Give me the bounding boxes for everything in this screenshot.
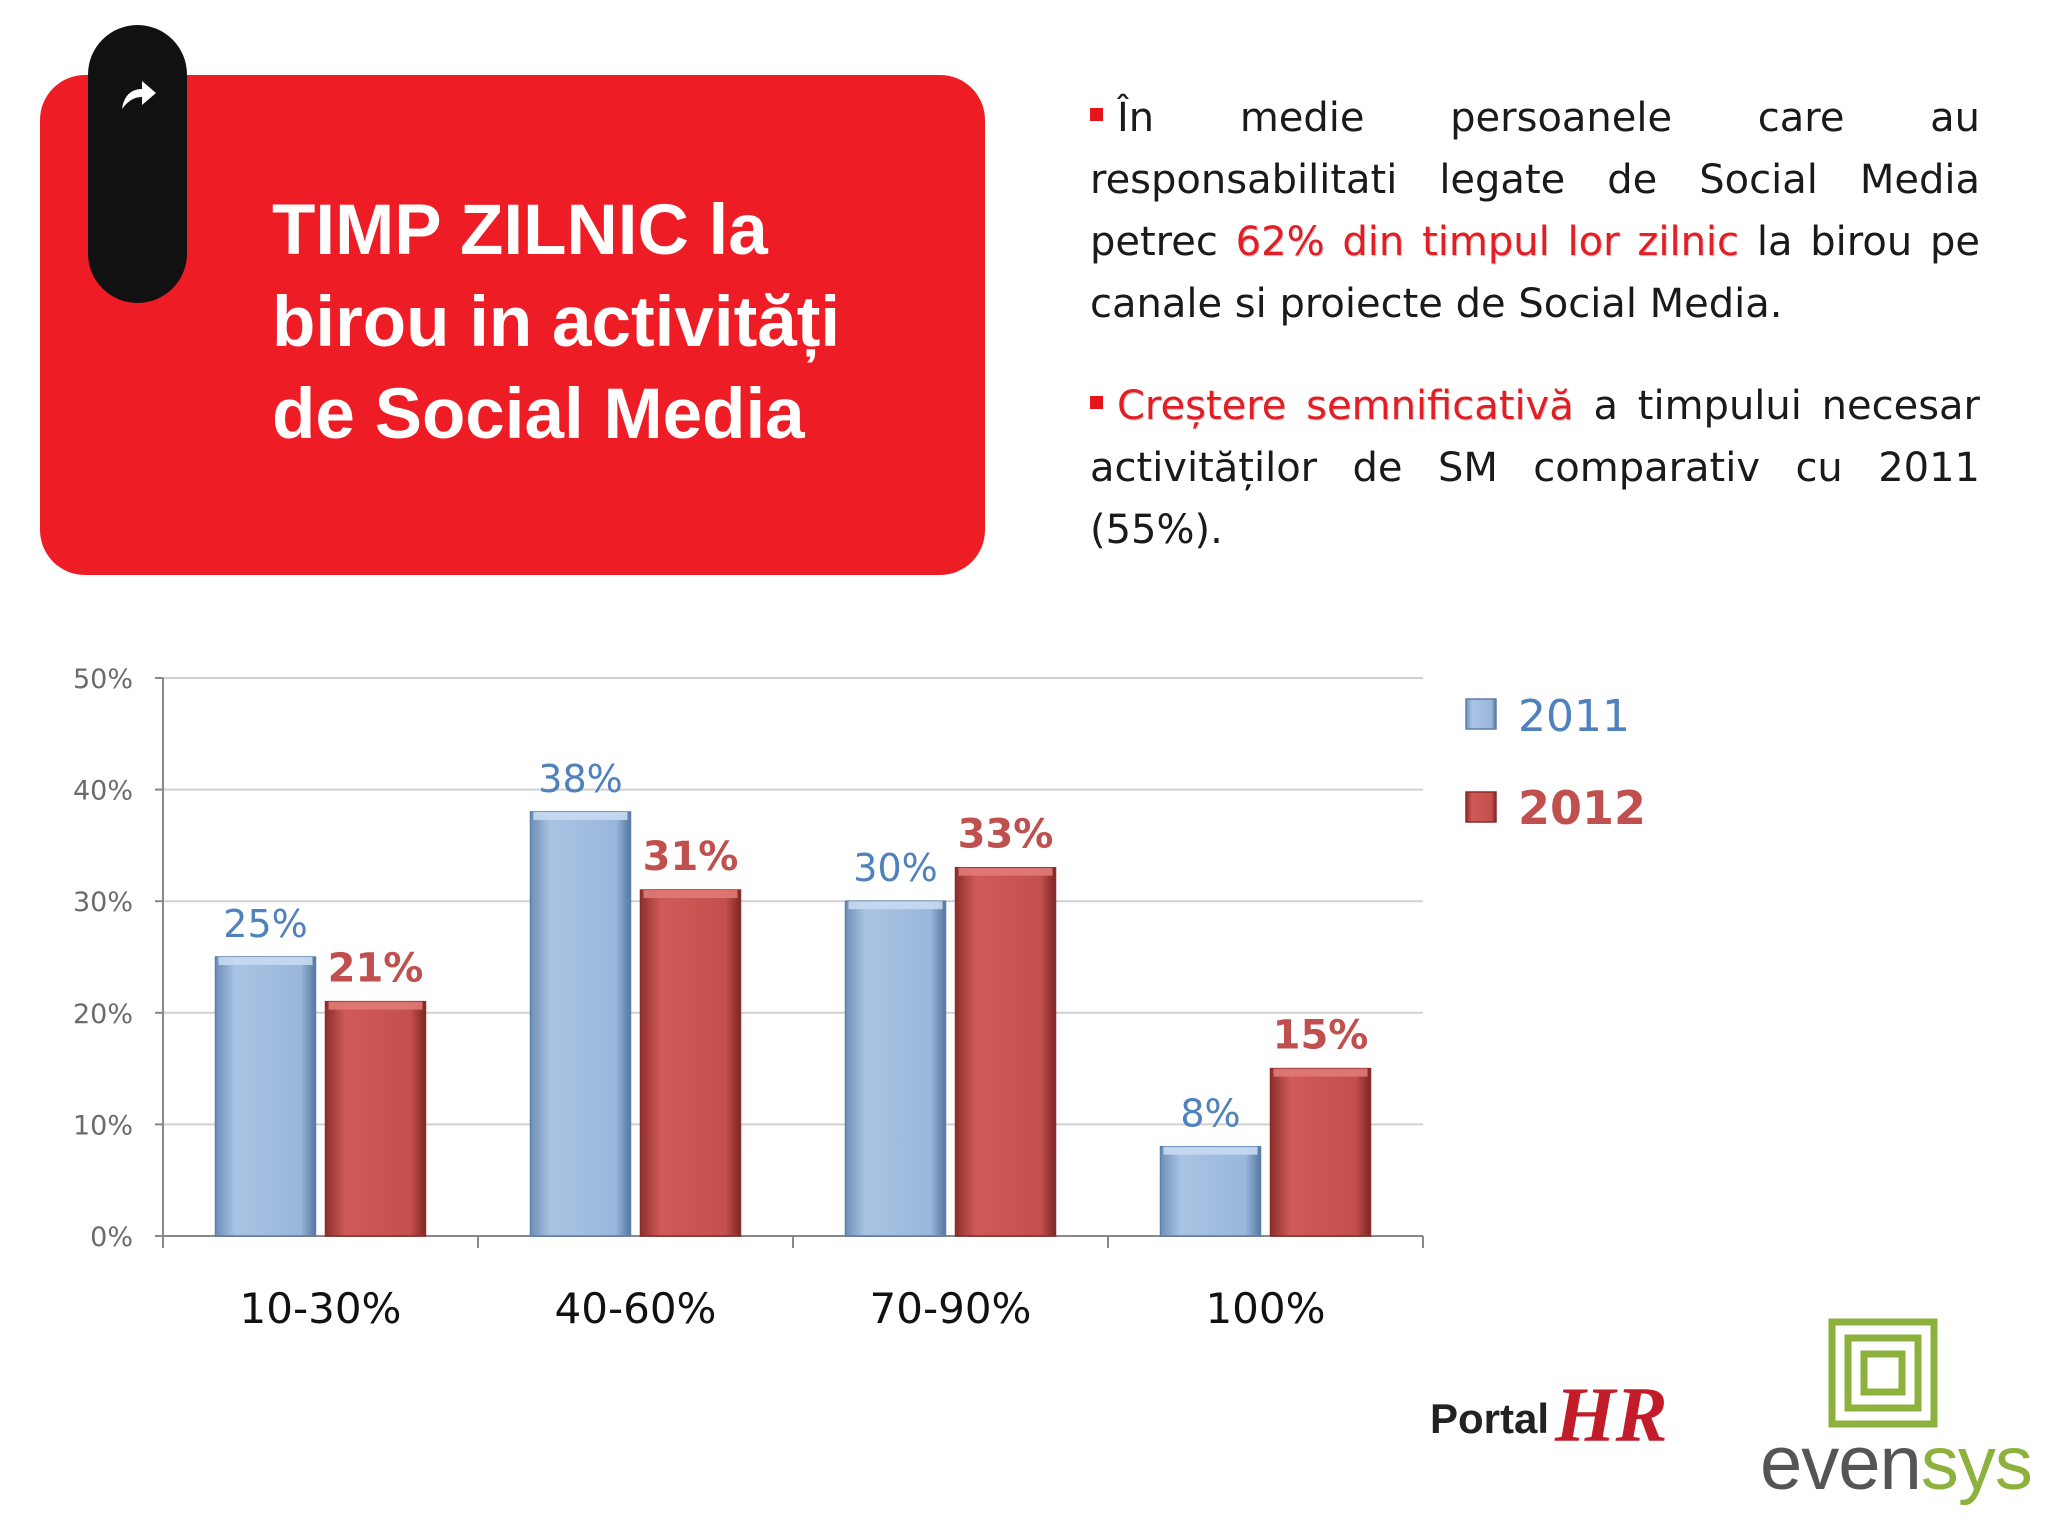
bullet-text: la birou pe canale si proiecte de Social… xyxy=(1090,219,1980,327)
y-tick-label: 10% xyxy=(73,1110,133,1141)
title-line: birou in activități xyxy=(272,283,841,362)
bar-top-highlight xyxy=(1273,1068,1368,1077)
bullet-text: a timpului necesar activităților de SM c… xyxy=(1090,383,1980,553)
bullet-square-icon xyxy=(1090,395,1103,409)
y-tick-label: 50% xyxy=(73,664,133,695)
bar-2012 xyxy=(1269,1067,1372,1237)
data-label: 15% xyxy=(1273,1013,1369,1059)
y-tick-label: 0% xyxy=(90,1222,133,1253)
x-tick-label: 40-60% xyxy=(555,1284,717,1333)
bullet-list: În medie persoanele care au responsabili… xyxy=(1090,87,1980,601)
bar-top-highlight xyxy=(1163,1146,1258,1155)
bar-top-highlight xyxy=(533,811,628,820)
bar-top-highlight xyxy=(218,957,313,965)
bar-2012 xyxy=(324,1000,427,1237)
bar-2011 xyxy=(1159,1145,1262,1237)
data-label: 33% xyxy=(958,812,1054,858)
bar-top-highlight xyxy=(848,901,943,910)
portal-hr-logo-mark: HR xyxy=(1555,1371,1668,1458)
y-tick-label: 20% xyxy=(73,999,133,1030)
bar-2011 xyxy=(214,956,317,1237)
legend-swatch-2012 xyxy=(1465,791,1497,823)
evensys-logo-part: sys xyxy=(1920,1421,2033,1506)
data-label: 30% xyxy=(853,846,937,890)
title-box: TIMP ZILNIC la birou in activități de So… xyxy=(40,75,985,575)
data-label: 25% xyxy=(223,902,307,946)
data-label: 8% xyxy=(1180,1092,1240,1136)
bullet-highlight: 62% din timpul lor zilnic xyxy=(1235,219,1740,265)
slide-title: TIMP ZILNIC la birou in activități de So… xyxy=(272,185,962,461)
x-tick-label: 100% xyxy=(1205,1284,1325,1333)
portal-hr-logo-text: Portal xyxy=(1430,1395,1550,1442)
bar-2012 xyxy=(639,889,742,1237)
y-tick-label: 30% xyxy=(73,887,133,918)
legend-label: 2012 xyxy=(1518,781,1646,835)
bullet-text: În medie persoanele care au responsabili… xyxy=(1090,95,1980,265)
x-tick-label: 10-30% xyxy=(240,1284,402,1333)
share-tab[interactable] xyxy=(88,25,187,303)
bar-top-highlight xyxy=(328,1001,423,1010)
bullet-item: În medie persoanele care au responsabili… xyxy=(1090,87,1980,335)
evensys-logo-mark xyxy=(1828,1318,1938,1428)
title-line: de Social Media xyxy=(272,375,805,454)
share-arrow-icon xyxy=(122,81,156,109)
evensys-logo-text: evensys xyxy=(1760,1420,2033,1507)
bar-2012 xyxy=(954,866,1057,1237)
bullet-highlight: Creștere semnificativă xyxy=(1117,383,1574,429)
legend-swatch-2011 xyxy=(1465,698,1497,730)
x-tick-label: 70-90% xyxy=(870,1284,1032,1333)
evensys-logo-part: even xyxy=(1760,1421,1922,1506)
legend-label: 2011 xyxy=(1518,691,1630,742)
bar-2011 xyxy=(844,900,947,1237)
y-tick-label: 40% xyxy=(73,776,133,807)
data-label: 38% xyxy=(538,757,622,801)
bar-top-highlight xyxy=(643,890,738,899)
bar-top-highlight xyxy=(958,867,1053,876)
bullet-item: Creștere semnificativă a timpului necesa… xyxy=(1090,375,1980,561)
bullet-square-icon xyxy=(1090,107,1103,121)
bar-2011 xyxy=(529,811,632,1237)
title-line: TIMP ZILNIC la xyxy=(272,191,768,270)
data-label: 31% xyxy=(643,834,739,880)
data-label: 21% xyxy=(328,946,424,992)
